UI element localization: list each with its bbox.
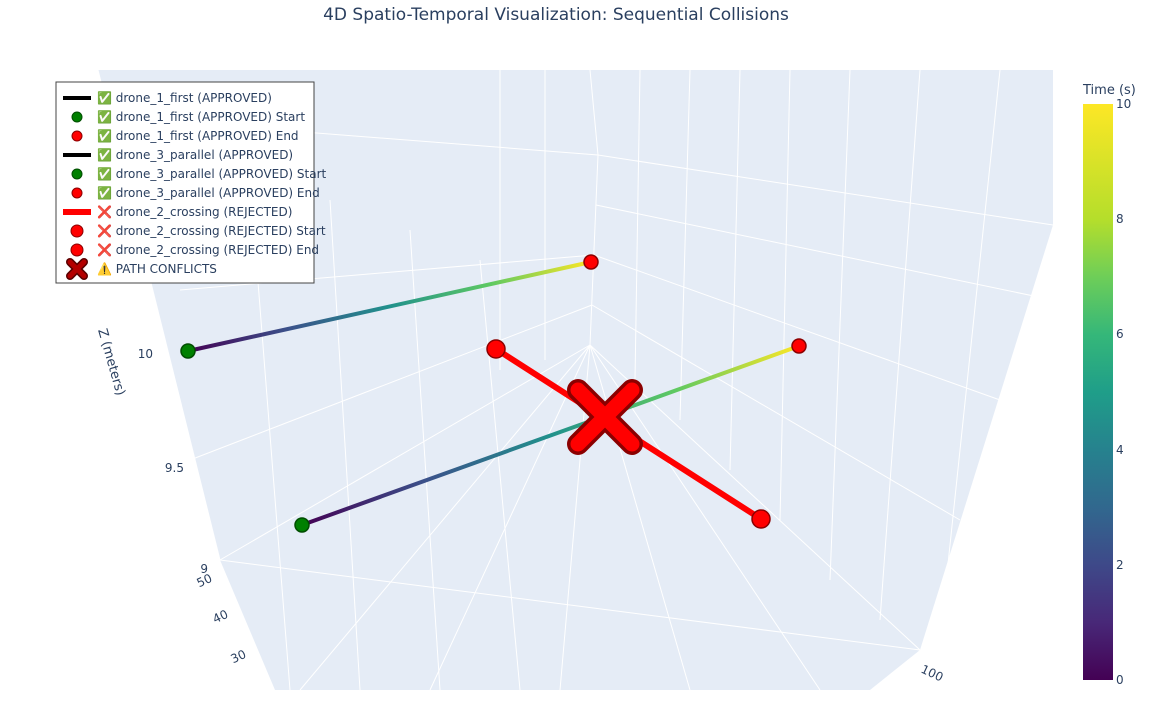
legend-item[interactable]: ✅ drone_3_parallel (APPROVED) End: [71, 186, 320, 200]
legend-label: ❌ drone_2_crossing (REJECTED) End: [97, 243, 319, 257]
colorbar-tick-label: 10: [1116, 97, 1131, 111]
drone-3-start-marker[interactable]: [294, 517, 310, 533]
drone-2-start-marker[interactable]: [486, 339, 506, 359]
chart-title: 4D Spatio-Temporal Visualization: Sequen…: [323, 5, 789, 25]
legend-label: ❌ drone_2_crossing (REJECTED): [97, 205, 292, 219]
legend-item[interactable]: ⚠️ PATH CONFLICTS: [66, 258, 217, 280]
legend-item[interactable]: ❌ drone_2_crossing (REJECTED) Start: [70, 224, 326, 238]
drone-3-end-marker[interactable]: [791, 338, 807, 354]
legend-label: ✅ drone_1_first (APPROVED) End: [97, 129, 299, 143]
y-axis: 50 40 30: [195, 571, 249, 666]
x-axis: 100: [919, 662, 946, 684]
y-tick-label: 40: [211, 607, 231, 626]
legend-x-symbol: [66, 258, 88, 280]
z-tick-label: 10: [138, 347, 153, 361]
legend-item[interactable]: ❌ drone_2_crossing (REJECTED) End: [70, 243, 319, 257]
legend-item[interactable]: ✅ drone_3_parallel (APPROVED) Start: [71, 167, 327, 181]
legend-label: ✅ drone_3_parallel (APPROVED) Start: [97, 167, 327, 181]
legend-label: ✅ drone_3_parallel (APPROVED): [97, 148, 293, 162]
legend-label: ✅ drone_3_parallel (APPROVED) End: [97, 186, 320, 200]
legend-label: ❌ drone_2_crossing (REJECTED) Start: [97, 224, 326, 238]
colorbar-gradient: [1083, 104, 1113, 680]
traces: [180, 254, 807, 533]
y-tick-label: 30: [229, 647, 249, 666]
drone-1-end-marker[interactable]: [583, 254, 599, 270]
legend: ✅ drone_1_first (APPROVED) ✅ drone_1_fir…: [55, 81, 327, 284]
z-tick-label: 9.5: [165, 461, 184, 475]
conflict-x-marker[interactable]: [567, 379, 643, 455]
legend-item[interactable]: ✅ drone_1_first (APPROVED) End: [71, 129, 299, 143]
legend-item[interactable]: ❌ drone_2_crossing (REJECTED): [63, 205, 292, 219]
colorbar-tick-label: 0: [1116, 673, 1124, 687]
drone-2-end-marker[interactable]: [751, 509, 771, 529]
legend-item[interactable]: ✅ drone_1_first (APPROVED) Start: [71, 110, 305, 124]
colorbar: Time (s) 10 8 6 4 2 0: [1082, 83, 1136, 687]
colorbar-tick-label: 4: [1116, 443, 1124, 457]
drone-1-start-marker[interactable]: [180, 343, 196, 359]
colorbar-title: Time (s): [1082, 83, 1136, 98]
legend-label: ✅ drone_1_first (APPROVED): [97, 91, 272, 105]
colorbar-tick-label: 8: [1116, 212, 1124, 226]
legend-box: [55, 81, 315, 284]
z-tick-label: 9: [200, 562, 208, 576]
drone-1-path[interactable]: [186, 260, 593, 353]
legend-item[interactable]: ✅ drone_1_first (APPROVED): [63, 91, 272, 105]
colorbar-tick-label: 2: [1116, 558, 1124, 572]
x-tick-label: 100: [919, 662, 946, 684]
y-tick-label: 50: [195, 571, 215, 590]
legend-label: ⚠️ PATH CONFLICTS: [97, 262, 217, 276]
drone-3-path[interactable]: [300, 344, 801, 527]
legend-item[interactable]: ✅ drone_3_parallel (APPROVED): [63, 148, 293, 162]
colorbar-tick-label: 6: [1116, 327, 1124, 341]
z-axis-title: Z (meters): [94, 327, 127, 398]
scene-gridlines: [97, 69, 1054, 691]
legend-label: ✅ drone_1_first (APPROVED) Start: [97, 110, 305, 124]
